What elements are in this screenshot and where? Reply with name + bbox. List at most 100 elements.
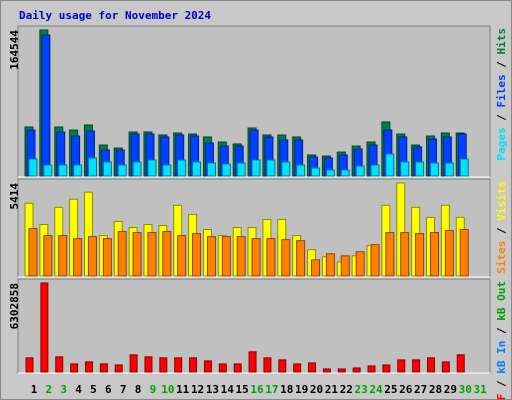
bar bbox=[87, 236, 97, 277]
bar bbox=[248, 351, 257, 373]
bar bbox=[144, 356, 153, 373]
bar bbox=[266, 159, 276, 177]
x-tick-label: 29 bbox=[444, 383, 457, 396]
legend-separator: / bbox=[495, 221, 508, 241]
bar bbox=[266, 238, 276, 277]
bar bbox=[236, 162, 246, 177]
x-tick-label: 4 bbox=[75, 383, 82, 396]
bar bbox=[415, 233, 425, 277]
bar bbox=[263, 357, 272, 373]
bar bbox=[177, 235, 187, 277]
bar bbox=[147, 159, 157, 177]
bar bbox=[367, 365, 376, 373]
legend-item: kB F bbox=[495, 394, 508, 400]
x-tick-label: 12 bbox=[191, 383, 204, 396]
x-tick-label: 2 bbox=[46, 383, 53, 396]
x-tick-label: 16 bbox=[250, 383, 264, 396]
bar bbox=[206, 162, 216, 177]
bar bbox=[129, 354, 138, 373]
x-tick-label: 13 bbox=[206, 383, 219, 396]
bar bbox=[147, 232, 157, 277]
bar bbox=[397, 359, 406, 373]
x-tick-label: 9 bbox=[150, 383, 157, 396]
legend-separator: / bbox=[495, 108, 508, 128]
bar bbox=[73, 238, 83, 277]
bar bbox=[278, 359, 287, 373]
bar bbox=[84, 361, 93, 373]
bar bbox=[132, 161, 142, 177]
x-tick-label: 26 bbox=[399, 383, 413, 396]
bar bbox=[162, 231, 172, 277]
bar bbox=[221, 163, 231, 177]
legend-separator: / bbox=[495, 55, 508, 75]
bar bbox=[87, 157, 97, 177]
bar bbox=[281, 161, 291, 177]
legend-item: Files bbox=[495, 74, 508, 107]
bar bbox=[459, 158, 469, 177]
x-tick-label: 20 bbox=[310, 383, 323, 396]
bar bbox=[444, 162, 454, 177]
x-tick-label: 25 bbox=[384, 383, 397, 396]
bar bbox=[40, 282, 49, 373]
bar bbox=[385, 232, 395, 277]
bar bbox=[58, 164, 68, 177]
y-max-label: 6302858 bbox=[8, 283, 21, 329]
bar bbox=[311, 259, 321, 277]
bar bbox=[174, 357, 183, 373]
bar bbox=[293, 363, 302, 373]
bar bbox=[177, 159, 187, 177]
x-tick-label: 24 bbox=[369, 383, 383, 396]
bar bbox=[102, 161, 112, 177]
bar bbox=[41, 34, 51, 177]
bar bbox=[203, 360, 212, 373]
x-tick-label: 7 bbox=[120, 383, 127, 396]
bar bbox=[400, 161, 410, 177]
bar bbox=[382, 364, 391, 373]
bar bbox=[296, 240, 306, 277]
x-tick-label: 11 bbox=[176, 383, 190, 396]
x-tick-label: 5 bbox=[90, 383, 97, 396]
bar bbox=[311, 167, 321, 177]
bar bbox=[370, 164, 380, 177]
bar bbox=[102, 238, 112, 277]
legend: Pages / Files / Hits bbox=[495, 28, 508, 161]
bar bbox=[429, 232, 439, 277]
x-tick-label: 1 bbox=[31, 383, 38, 396]
chart-title: Daily usage for November 2024 bbox=[19, 9, 211, 22]
bar bbox=[218, 363, 227, 373]
x-tick-label: 30 bbox=[459, 383, 472, 396]
bar bbox=[325, 169, 335, 177]
bar bbox=[162, 164, 172, 177]
bar bbox=[192, 233, 202, 277]
bar bbox=[456, 354, 465, 373]
bar bbox=[340, 255, 350, 277]
legend-item: kB Out bbox=[495, 281, 508, 321]
x-tick-label: 3 bbox=[60, 383, 67, 396]
x-tick-label: 14 bbox=[221, 383, 235, 396]
bar bbox=[415, 161, 425, 177]
bar bbox=[159, 357, 168, 373]
legend-separator: / bbox=[495, 321, 508, 341]
bar bbox=[114, 364, 123, 373]
x-tick-label: 28 bbox=[429, 383, 442, 396]
bar bbox=[236, 236, 246, 277]
bar bbox=[385, 153, 395, 177]
bar bbox=[281, 239, 291, 277]
bar bbox=[132, 232, 142, 277]
legend-item: kB In bbox=[495, 341, 508, 374]
x-tick-label: 17 bbox=[265, 383, 278, 396]
bar bbox=[221, 236, 231, 277]
bar bbox=[459, 229, 469, 277]
bar bbox=[117, 164, 127, 177]
bar bbox=[28, 158, 38, 177]
bar bbox=[43, 164, 53, 177]
bar bbox=[370, 244, 380, 277]
legend-item: Visits bbox=[495, 181, 508, 221]
bar bbox=[73, 164, 83, 177]
y-max-label: 164544 bbox=[8, 30, 21, 70]
bar bbox=[352, 367, 361, 373]
bar bbox=[192, 161, 202, 177]
x-tick-label: 19 bbox=[295, 383, 308, 396]
x-tick-label: 31 bbox=[473, 383, 487, 396]
legend: Sites / Visits bbox=[495, 181, 508, 274]
